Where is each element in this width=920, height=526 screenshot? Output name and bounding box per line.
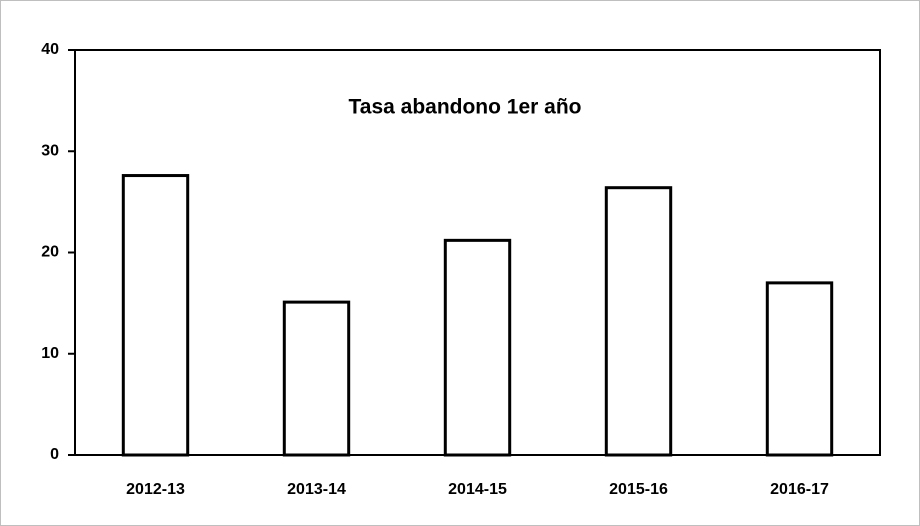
y-tick-label: 10 — [41, 345, 59, 362]
y-tick-label: 40 — [41, 41, 59, 58]
x-tick-label: 2015-16 — [609, 481, 668, 498]
y-tick-label: 0 — [50, 446, 59, 463]
bar — [282, 300, 351, 457]
chart-title: Tasa abandono 1er año — [349, 96, 582, 119]
bar — [443, 238, 512, 457]
bar — [765, 281, 834, 457]
bar — [604, 186, 673, 457]
y-tick-label: 30 — [41, 142, 59, 159]
bar — [121, 174, 190, 457]
x-tick-label: 2016-17 — [770, 481, 829, 498]
x-tick-label: 2012-13 — [126, 481, 185, 498]
x-tick-label: 2013-14 — [287, 481, 346, 498]
x-tick-label: 2014-15 — [448, 481, 507, 498]
y-tick-label: 20 — [41, 244, 59, 261]
